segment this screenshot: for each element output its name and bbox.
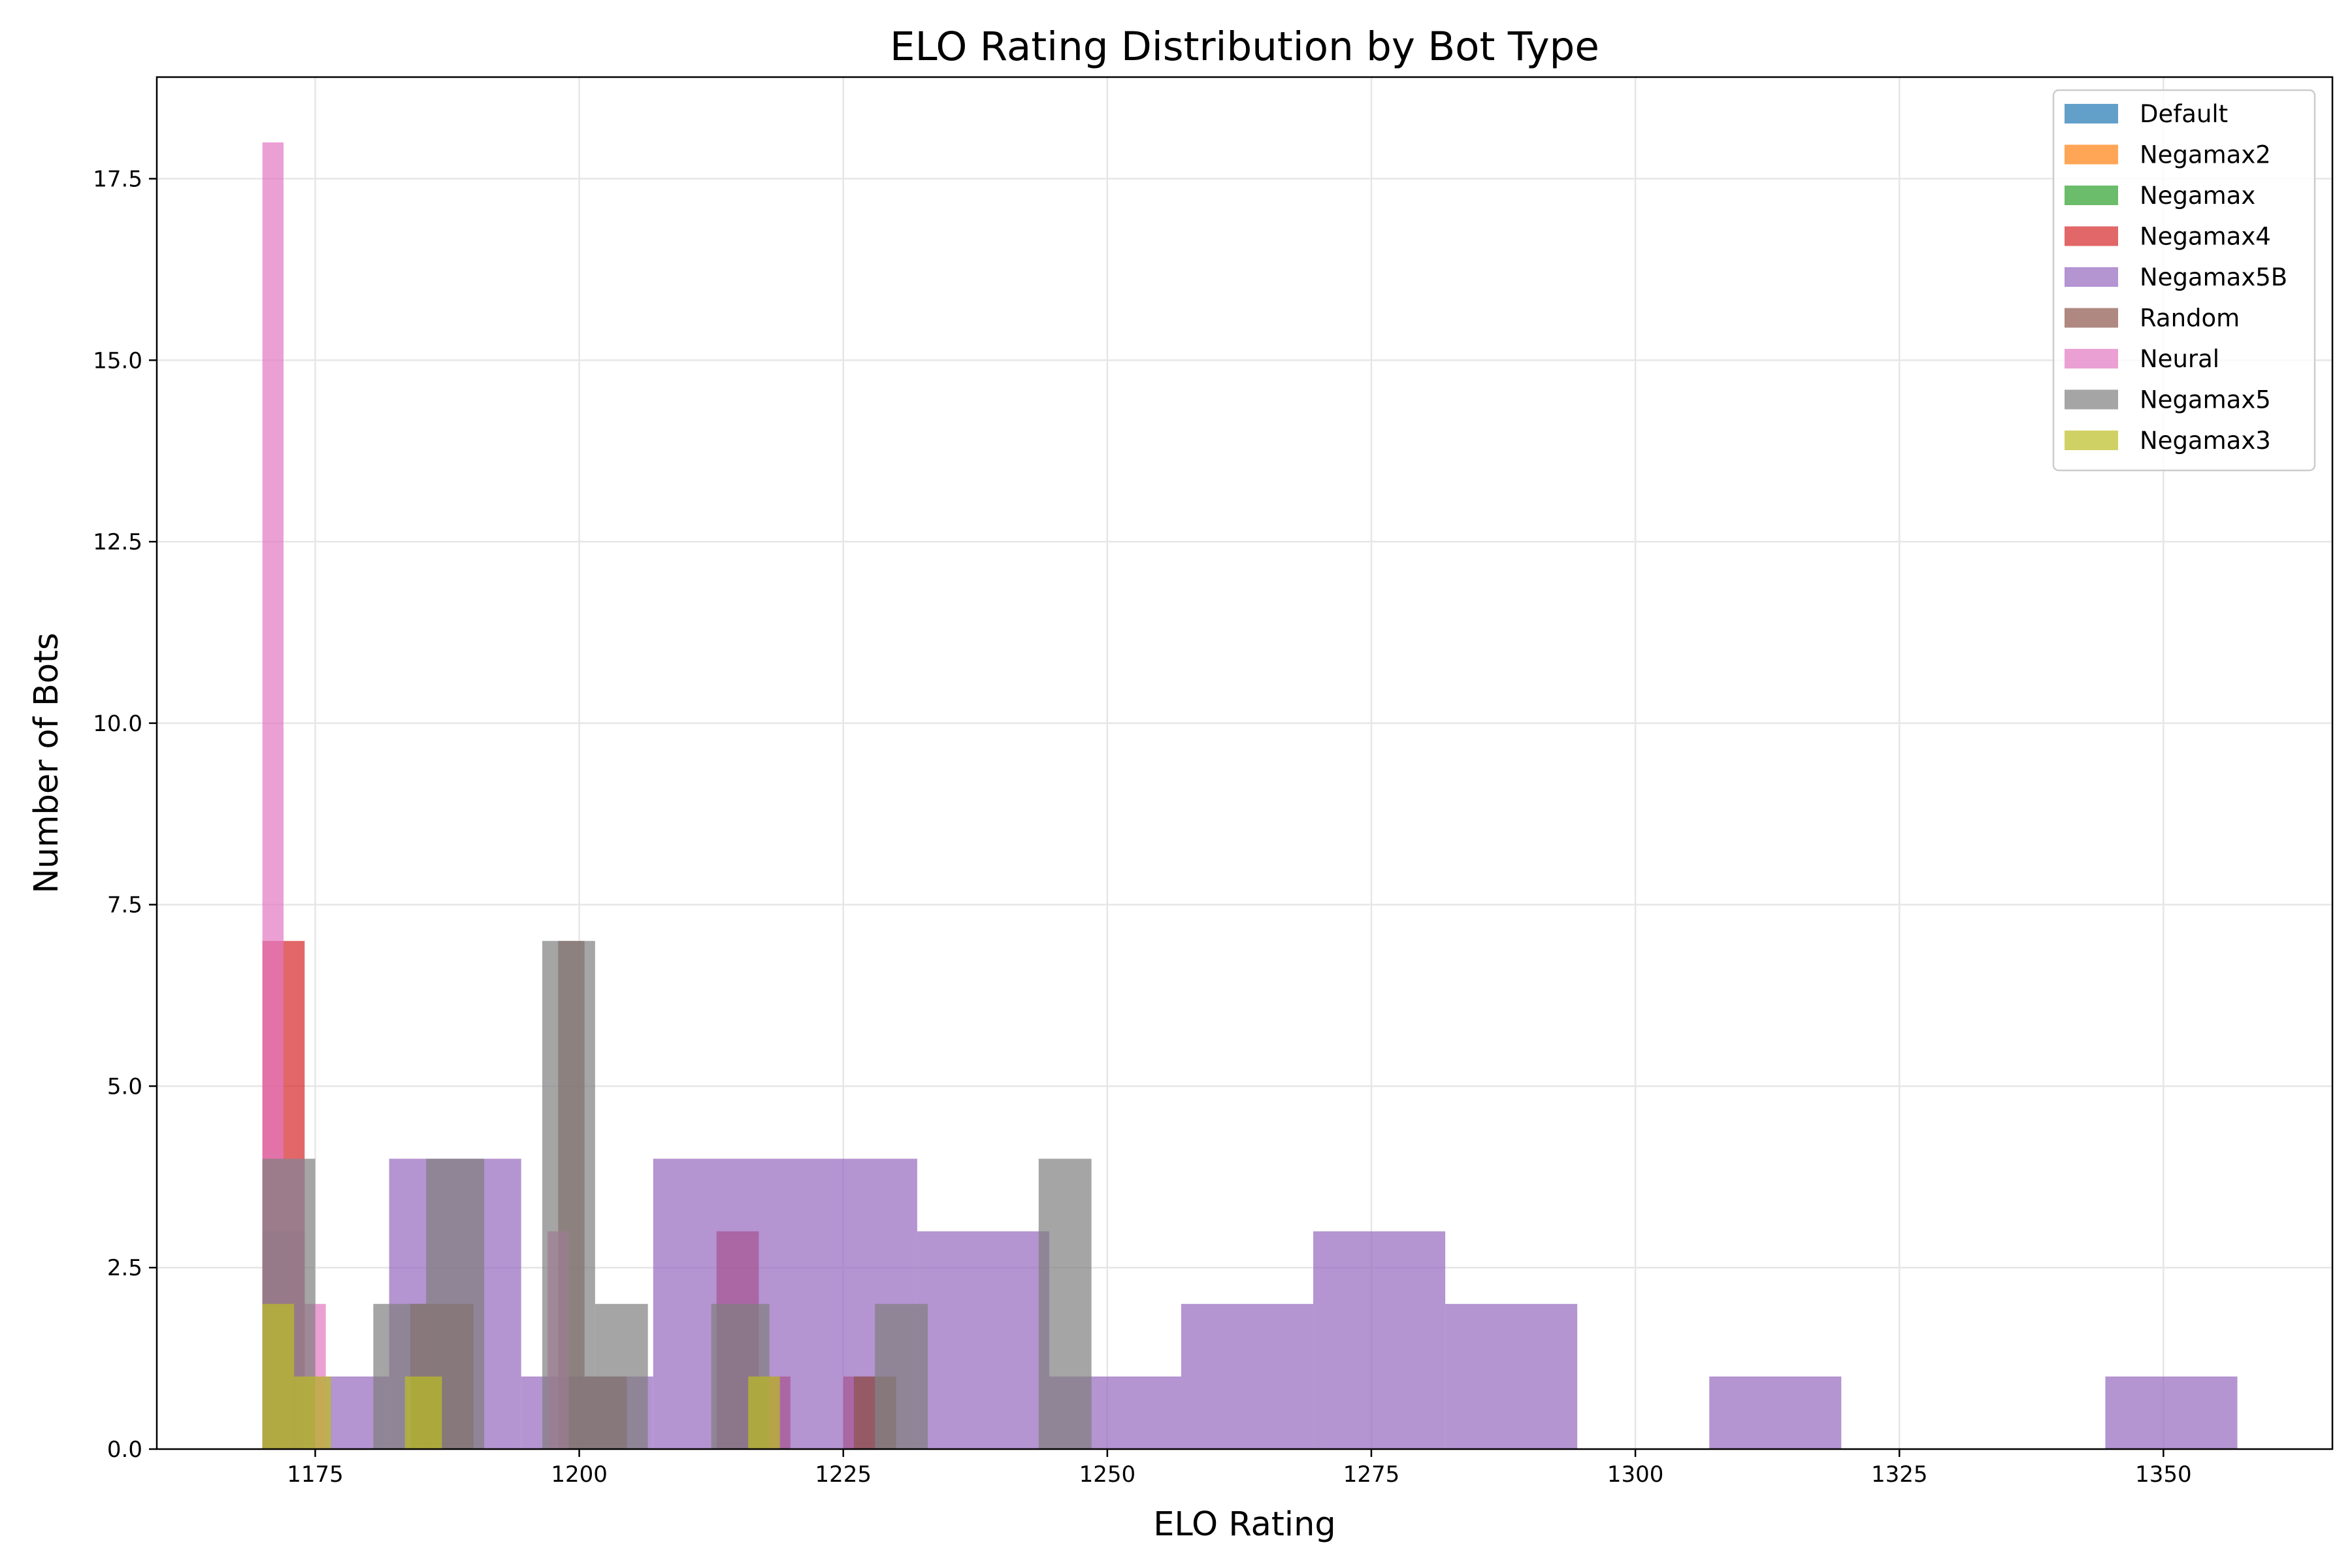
legend-swatch-negamax5	[2065, 389, 2118, 410]
legend-label-negamax2: Negamax2	[2140, 141, 2271, 169]
x-tick-label: 1325	[1871, 1462, 1928, 1488]
legend-swatch-negamax	[2065, 186, 2118, 205]
chart-title: ELO Rating Distribution by Bot Type	[890, 24, 1599, 70]
legend-label-negamax5: Negamax5	[2140, 386, 2271, 414]
x-tick-label: 1200	[551, 1462, 608, 1488]
y-tick-label: 2.5	[107, 1255, 142, 1281]
x-tick-label: 1225	[815, 1462, 872, 1488]
bar-negamax5b	[2105, 1376, 2238, 1449]
legend-swatch-random	[2065, 308, 2118, 328]
bars	[262, 142, 2238, 1449]
legend: Default Negamax2 Negamax Negamax4 Negamax5B R…	[2052, 89, 2316, 472]
y-axis-title: Number of Bots	[27, 632, 66, 893]
legend-swatch-negamax2	[2065, 144, 2118, 165]
legend-label-negamax: Negamax	[2140, 182, 2255, 210]
legend-label-negamax5b: Negamax5B	[2140, 263, 2287, 291]
y-tick-label: 0.0	[107, 1437, 142, 1463]
x-tick-label: 1275	[1343, 1462, 1400, 1488]
x-tick-label: 1250	[1079, 1462, 1136, 1488]
legend-swatch-default	[2065, 104, 2118, 123]
legend-label-neural: Neural	[2140, 345, 2219, 373]
y-tick-label: 17.5	[93, 167, 142, 193]
grid	[157, 77, 2332, 1450]
bar-negamax3	[294, 1376, 331, 1449]
legend-frame	[2052, 89, 2316, 472]
bar-negamax3	[748, 1376, 780, 1449]
bar-negamax5	[595, 1303, 648, 1449]
series-negamax3	[262, 1303, 780, 1449]
legend-swatch-negamax5b	[2065, 267, 2118, 287]
plot-frame	[155, 76, 2334, 1450]
legend-swatch-neural	[2065, 349, 2118, 368]
bar-negamax5b	[1313, 1231, 1446, 1449]
y-tick-label: 12.5	[93, 529, 142, 555]
bar-negamax3	[404, 1376, 442, 1449]
legend-label-negamax4: Negamax4	[2140, 223, 2271, 251]
legend-swatch-negamax3	[2065, 431, 2118, 450]
y-tick-label: 10.0	[93, 711, 142, 737]
legend-label-random: Random	[2140, 304, 2240, 333]
legend-label-negamax3: Negamax3	[2140, 427, 2271, 455]
x-tick-label: 1350	[2135, 1462, 2192, 1488]
x-tick-label: 1175	[287, 1462, 344, 1488]
bar-negamax5b	[1445, 1303, 1578, 1449]
x-tick-label: 1300	[1607, 1462, 1664, 1488]
y-tick-label: 15.0	[93, 348, 142, 374]
bar-negamax5	[542, 941, 595, 1449]
bar-negamax5	[875, 1303, 928, 1449]
bar-negamax5b	[917, 1231, 1049, 1449]
bar-negamax5	[1038, 1158, 1092, 1449]
bar-negamax5b	[1709, 1376, 1842, 1449]
y-tick-label: 7.5	[107, 892, 142, 919]
y-tick-label: 5.0	[107, 1073, 142, 1100]
x-axis-title: ELO Rating	[1153, 1505, 1336, 1544]
legend-label-default: Default	[2140, 100, 2228, 128]
axis-ticks: 1175 1200 1225 1250 1275 1300 1325 1350 0.0 2.5 5.…	[93, 167, 2191, 1488]
bar-negamax5b	[1181, 1303, 1314, 1449]
bar-negamax3	[262, 1303, 295, 1449]
legend-swatch-negamax4	[2065, 226, 2118, 246]
